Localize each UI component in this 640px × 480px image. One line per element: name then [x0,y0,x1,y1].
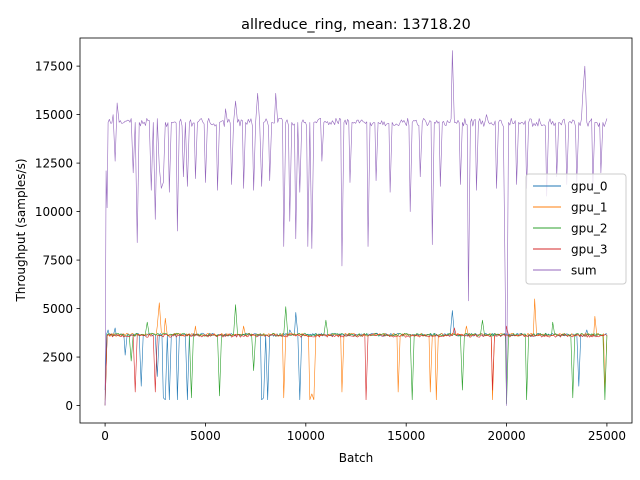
y-tick-label: 7500 [42,253,73,267]
x-tick-label: 5000 [190,429,221,443]
x-tick-label: 15000 [387,429,425,443]
legend-box [525,173,627,285]
legend-label-gpu-3: gpu_3 [571,242,607,256]
legend-label-gpu-0: gpu_0 [571,179,607,193]
legend-label-gpu-2: gpu_2 [571,221,607,235]
x-axis-label: Batch [339,451,374,465]
plot-area [79,37,633,424]
y-tick-label: 15000 [35,108,73,122]
y-tick-label: 17500 [35,59,73,73]
series-line-gpu-3 [104,325,608,406]
y-tick-label: 2500 [42,350,73,364]
x-axis: 0 5000 10000 15000 20000 25000 [101,423,626,443]
series-line-sum [104,50,608,406]
y-tick-label: 12500 [35,156,73,170]
x-tick-label: 0 [101,429,109,443]
legend-label-gpu-1: gpu_1 [571,200,607,214]
plot-frame [79,37,633,424]
y-axis-label: Throughput (samples/s) [14,158,28,302]
y-tick-label: 0 [65,399,73,413]
x-tick-label: 20000 [487,429,525,443]
chart-title: allreduce_ring, mean: 13718.20 [241,17,471,33]
x-tick-label: 10000 [287,429,325,443]
y-axis: 0 2500 5000 7500 10000 12500 15000 17500 [35,59,80,413]
y-tick-label: 5000 [42,302,73,316]
series-layer [104,50,608,406]
x-tick-label: 25000 [588,429,626,443]
y-tick-label: 10000 [35,205,73,219]
legend-label-sum: sum [571,263,597,277]
